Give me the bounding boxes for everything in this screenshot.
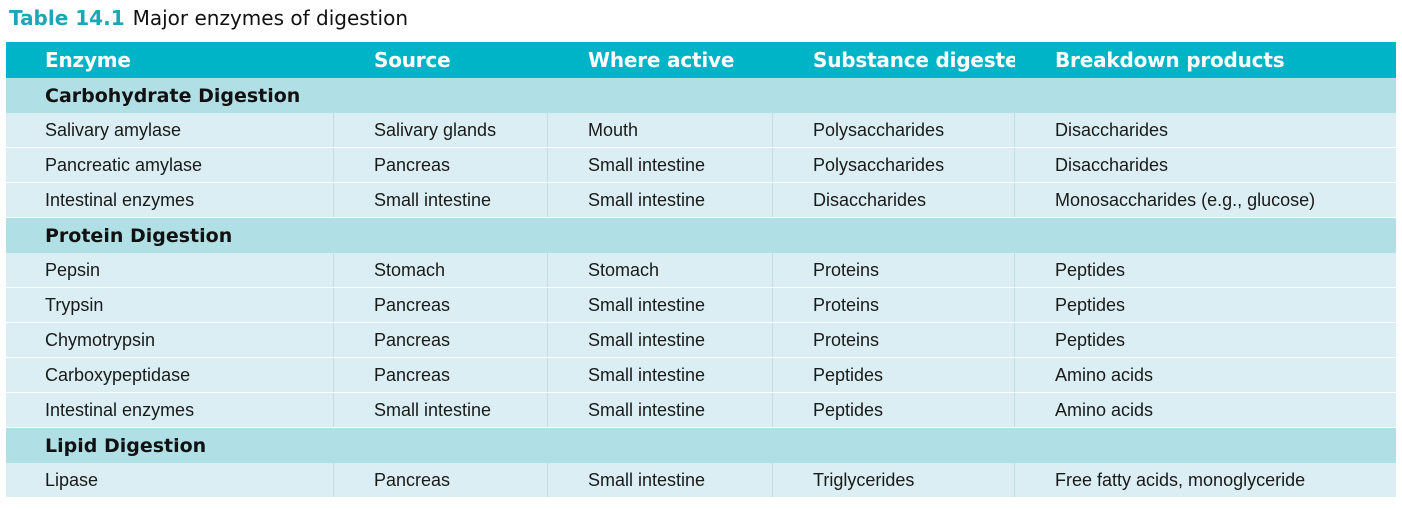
cell-products: Disaccharides <box>1055 154 1169 175</box>
table-row: Pepsin Stomach Stomach Proteins Peptides <box>6 253 1396 288</box>
section-title: Lipid Digestion <box>45 434 207 457</box>
cell-where-active: Mouth <box>548 113 773 147</box>
table-row: Intestinal enzymes Small intestine Small… <box>6 393 1396 428</box>
cell-enzyme: Chymotrypsin <box>6 323 334 357</box>
cell-enzyme: Intestinal enzymes <box>6 183 334 217</box>
table-row: Chymotrypsin Pancreas Small intestine Pr… <box>6 323 1396 358</box>
cell-enzyme: Salivary amylase <box>6 113 334 147</box>
cell-products: Peptides <box>1055 259 1126 280</box>
cell-substance: Proteins <box>773 253 1015 287</box>
cell-where-active: Small intestine <box>548 288 773 322</box>
cell-substance: Proteins <box>773 288 1015 322</box>
cell-products: Free fatty acids, monoglyceride <box>1055 469 1306 490</box>
cell-substance: Peptides <box>773 393 1015 427</box>
column-header-substance-digested: Substance digested <box>813 48 1015 72</box>
cell-substance: Peptides <box>773 358 1015 392</box>
cell-where-active: Small intestine <box>548 148 773 182</box>
cell-source: Stomach <box>334 253 548 287</box>
cell-substance: Proteins <box>773 323 1015 357</box>
table-number: Table 14.1 <box>9 6 125 30</box>
cell-where-active: Small intestine <box>548 463 773 497</box>
cell-where-active: Small intestine <box>548 393 773 427</box>
cell-enzyme: Pancreatic amylase <box>6 148 334 182</box>
section-row-protein: Protein Digestion <box>6 218 1396 253</box>
cell-source: Salivary glands <box>334 113 548 147</box>
section-row-carbohydrate: Carbohydrate Digestion <box>6 78 1396 113</box>
cell-source: Pancreas <box>334 463 548 497</box>
cell-products: Disaccharides <box>1055 119 1169 140</box>
column-header-enzyme: Enzyme <box>45 48 131 72</box>
table-header-row: Enzyme Source Where active Substance dig… <box>6 42 1396 78</box>
table-title: Major enzymes of digestion <box>132 6 408 30</box>
cell-products: Peptides <box>1055 294 1126 315</box>
cell-source: Small intestine <box>334 393 548 427</box>
column-header-where-active: Where active <box>588 48 735 72</box>
cell-enzyme: Trypsin <box>6 288 334 322</box>
section-title: Protein Digestion <box>45 224 233 247</box>
cell-source: Pancreas <box>334 323 548 357</box>
cell-source: Pancreas <box>334 358 548 392</box>
cell-products: Peptides <box>1055 329 1126 350</box>
cell-source: Pancreas <box>334 148 548 182</box>
cell-products: Amino acids <box>1055 364 1154 385</box>
table-row: Salivary amylase Salivary glands Mouth P… <box>6 113 1396 148</box>
column-header-breakdown-products: Breakdown products <box>1055 48 1285 72</box>
cell-enzyme: Lipase <box>6 463 334 497</box>
cell-products: Monosaccharides (e.g., glucose) <box>1055 189 1316 210</box>
cell-substance: Disaccharides <box>773 183 1015 217</box>
section-title: Carbohydrate Digestion <box>45 84 301 107</box>
cell-where-active: Small intestine <box>548 323 773 357</box>
table-row: Trypsin Pancreas Small intestine Protein… <box>6 288 1396 323</box>
table-row: Lipase Pancreas Small intestine Triglyce… <box>6 463 1396 498</box>
table-row: Pancreatic amylase Pancreas Small intest… <box>6 148 1396 183</box>
cell-substance: Polysaccharides <box>773 148 1015 182</box>
cell-enzyme: Pepsin <box>6 253 334 287</box>
cell-products: Amino acids <box>1055 399 1154 420</box>
column-header-source: Source <box>374 48 451 72</box>
cell-enzyme: Intestinal enzymes <box>6 393 334 427</box>
table-caption: Table 14.1 Major enzymes of digestion <box>9 2 408 34</box>
table-row: Intestinal enzymes Small intestine Small… <box>6 183 1396 218</box>
cell-substance: Triglycerides <box>773 463 1015 497</box>
cell-source: Pancreas <box>334 288 548 322</box>
cell-source: Small intestine <box>334 183 548 217</box>
cell-where-active: Small intestine <box>548 358 773 392</box>
cell-where-active: Small intestine <box>548 183 773 217</box>
table-row: Carboxypeptidase Pancreas Small intestin… <box>6 358 1396 393</box>
cell-substance: Polysaccharides <box>773 113 1015 147</box>
enzymes-table: Enzyme Source Where active Substance dig… <box>6 42 1396 501</box>
cell-enzyme: Carboxypeptidase <box>6 358 334 392</box>
cell-where-active: Stomach <box>548 253 773 287</box>
section-row-lipid: Lipid Digestion <box>6 428 1396 463</box>
